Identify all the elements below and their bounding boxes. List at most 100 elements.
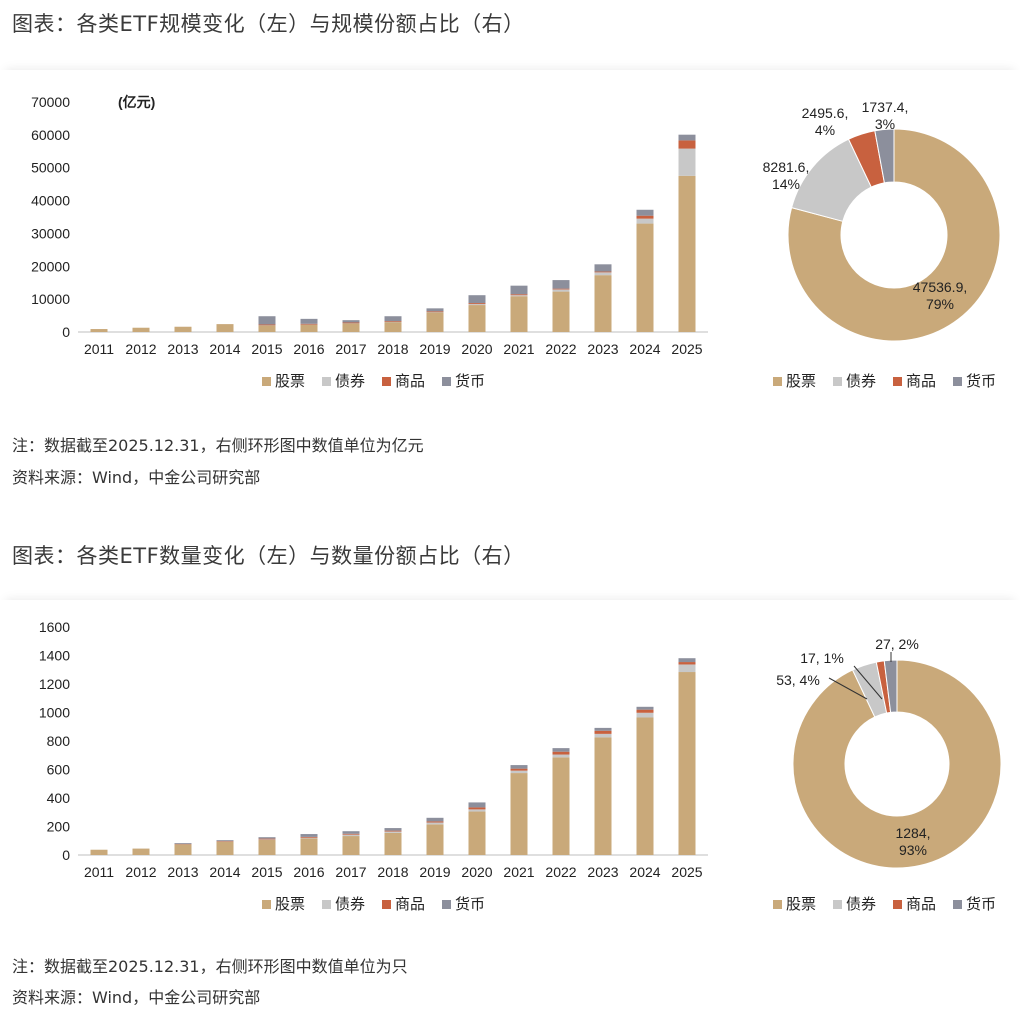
legend-swatch-货币 — [442, 377, 451, 386]
legend-swatch-债券 — [833, 900, 842, 909]
bar-segment-商品 — [678, 662, 696, 665]
legend-label: 债券 — [335, 373, 365, 390]
x-tick-label: 2013 — [167, 341, 198, 357]
bar-segment-债券 — [594, 272, 612, 276]
legend-swatch-商品 — [382, 900, 391, 909]
bar-segment-股票 — [174, 326, 192, 332]
legend-label: 股票 — [275, 373, 305, 390]
legend-swatch-货币 — [953, 377, 962, 386]
figure-1-panel: 0 10000 20000 30000 40000 50000 60000 70000 (亿元)… — [0, 70, 1020, 400]
bar-segment-股票 — [678, 672, 696, 855]
legend-swatch-债券 — [322, 377, 331, 386]
x-tick-label: 2021 — [503, 341, 534, 357]
y-tick-label: 400 — [47, 790, 71, 806]
bar-segment-商品 — [552, 288, 570, 290]
donut-data-label: 3% — [875, 116, 895, 132]
bar-segment-货币 — [636, 706, 654, 710]
bar-segment-商品 — [258, 324, 276, 326]
bar-segment-债券 — [468, 304, 486, 306]
legend-swatch-债券 — [322, 900, 331, 909]
bar-segment-货币 — [384, 828, 402, 831]
x-tick-label: 2022 — [545, 341, 576, 357]
x-tick-label: 2025 — [671, 341, 702, 357]
bar-segment-商品 — [300, 323, 318, 325]
donut-data-label: 1284, — [895, 825, 930, 841]
y-tick-label: 200 — [47, 819, 71, 835]
bar-segment-商品 — [510, 294, 528, 296]
y-tick-label: 70000 — [31, 94, 70, 110]
size-share-donut-chart: 47536.9,79% 8281.6,14% 2495.6,4% 1737.4,3% 股… — [763, 99, 1001, 390]
x-tick-label: 2017 — [335, 864, 366, 880]
legend-swatch-货币 — [442, 900, 451, 909]
figure-1-source: 资料来源：Wind，中金公司研究部 — [12, 468, 261, 487]
bar-segment-货币 — [678, 134, 696, 141]
donut-data-label: 2495.6, — [802, 105, 849, 121]
bar-segment-债券 — [342, 834, 360, 837]
bar-segment-股票 — [216, 324, 234, 332]
bar-segment-货币 — [636, 209, 654, 216]
bar-segment-债券 — [552, 289, 570, 292]
x-tick-label: 2022 — [545, 864, 576, 880]
bar-segment-商品 — [678, 140, 696, 149]
legend-label: 股票 — [275, 896, 305, 913]
bar-segment-商品 — [384, 321, 402, 322]
bar-segment-股票 — [636, 717, 654, 855]
bar-segment-货币 — [426, 817, 444, 822]
y-tick-label: 10000 — [31, 291, 70, 307]
y-unit-label: (亿元) — [118, 94, 155, 110]
legend-label: 商品 — [906, 896, 936, 913]
y-tick-label: 1600 — [39, 619, 70, 635]
bar-segment-股票 — [468, 305, 486, 332]
bar-segment-股票 — [90, 329, 108, 332]
bar-segment-债券 — [468, 809, 486, 812]
donut-data-label: 53, 4% — [776, 672, 820, 688]
legend-label: 债券 — [846, 896, 876, 913]
bar-segment-股票 — [258, 839, 276, 855]
x-tick-label: 2011 — [84, 864, 114, 880]
bar-segment-商品 — [636, 709, 654, 713]
y-tick-label: 40000 — [31, 193, 70, 209]
legend-label: 债券 — [846, 373, 876, 390]
figure-2-panel: 0 200 400 600 800 1000 1200 1400 1600 2011 2012 201… — [0, 600, 1020, 920]
x-tick-label: 2017 — [335, 341, 366, 357]
bar-segment-货币 — [300, 834, 318, 837]
donut-data-label: 47536.9, — [913, 279, 968, 295]
x-tick-label: 2014 — [209, 341, 240, 357]
bar-segment-货币 — [678, 658, 696, 663]
legend-swatch-股票 — [262, 377, 271, 386]
x-tick-label: 2012 — [125, 341, 156, 357]
legend-label: 货币 — [455, 373, 485, 390]
bar-segment-货币 — [300, 318, 318, 324]
y-tick-label: 0 — [62, 847, 70, 863]
bar-segment-货币 — [216, 840, 234, 841]
x-tick-label: 2024 — [629, 864, 660, 880]
bar-segment-商品 — [594, 730, 612, 734]
bar-segment-股票 — [132, 848, 150, 855]
bar-segment-股票 — [300, 838, 318, 855]
bar-segment-货币 — [174, 843, 192, 844]
bar-segment-股票 — [384, 321, 402, 332]
legend-label: 货币 — [966, 373, 996, 390]
bar-segment-股票 — [258, 325, 276, 332]
bar-segment-股票 — [174, 843, 192, 855]
donut-slice-货币 — [883, 659, 898, 713]
y-tick-label: 1400 — [39, 648, 70, 664]
bar-segment-股票 — [468, 811, 486, 855]
bar-segment-股票 — [594, 275, 612, 332]
bar-segment-商品 — [300, 836, 318, 838]
legend-label: 股票 — [786, 896, 816, 913]
bar-segment-股票 — [426, 824, 444, 855]
y-tick-label: 0 — [62, 324, 70, 340]
x-tick-label: 2013 — [167, 864, 198, 880]
y-tick-label: 1000 — [39, 705, 70, 721]
bar-segment-商品 — [552, 751, 570, 755]
bar-segment-债券 — [216, 841, 234, 842]
size-stacked-bar-chart: 0 10000 20000 30000 40000 50000 60000 70000 (亿元)… — [31, 94, 708, 390]
donut-data-label: 17, 1% — [800, 650, 844, 666]
bar-segment-商品 — [342, 322, 360, 324]
x-tick-label: 2014 — [209, 864, 240, 880]
x-tick-label: 2023 — [587, 864, 618, 880]
bar-segment-货币 — [258, 316, 276, 325]
bar-segment-债券 — [594, 733, 612, 738]
donut-slice-股票 — [792, 659, 1002, 869]
